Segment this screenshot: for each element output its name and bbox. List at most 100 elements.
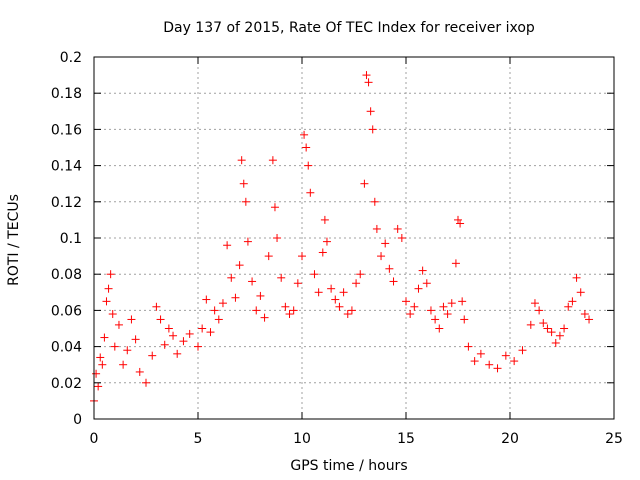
data-point <box>318 248 327 257</box>
data-point <box>510 357 519 366</box>
data-point <box>156 315 165 324</box>
data-point <box>223 241 232 250</box>
data-point <box>300 130 309 139</box>
data-point <box>485 360 494 369</box>
data-point <box>551 338 560 347</box>
data-point <box>264 252 273 261</box>
data-point <box>370 197 379 206</box>
data-point <box>310 270 319 279</box>
data-point <box>364 78 373 87</box>
data-point <box>539 319 548 328</box>
data-point <box>119 360 128 369</box>
x-tick-label: 10 <box>293 431 311 447</box>
data-point <box>102 297 111 306</box>
data-point <box>243 237 252 246</box>
data-point <box>110 342 119 351</box>
data-point <box>439 302 448 311</box>
x-tick-label: 20 <box>501 431 519 447</box>
data-point <box>92 369 101 378</box>
data-point <box>397 234 406 242</box>
y-tick-label: 0.1 <box>60 231 82 247</box>
data-point <box>214 315 223 324</box>
data-point <box>385 264 394 273</box>
data-point <box>327 284 336 293</box>
data-point <box>454 215 462 224</box>
data-point <box>173 349 182 358</box>
data-point <box>547 328 556 337</box>
y-axis-label: ROTI / TECUs <box>6 194 22 286</box>
data-point <box>237 156 246 165</box>
data-point <box>414 284 423 293</box>
x-tick-label: 0 <box>90 431 99 447</box>
data-point <box>256 291 265 300</box>
x-axis-label: GPS time / hours <box>290 458 407 474</box>
data-point <box>304 161 313 170</box>
data-point <box>339 288 348 297</box>
data-point <box>393 224 402 233</box>
data-point <box>169 331 178 340</box>
data-point <box>458 297 467 306</box>
data-point <box>580 310 589 319</box>
data-point <box>368 125 377 134</box>
data-point <box>426 306 435 315</box>
grid <box>94 57 614 419</box>
data-point <box>451 259 460 268</box>
data-point <box>585 315 594 324</box>
data-point <box>241 197 250 206</box>
axis-ticks <box>93 56 615 420</box>
data-point <box>96 353 105 362</box>
data-point <box>362 71 371 80</box>
data-point <box>320 215 329 224</box>
data-point <box>460 315 469 324</box>
data-point <box>268 156 277 165</box>
data-point <box>443 310 452 319</box>
data-point <box>381 239 390 248</box>
data-point <box>572 273 581 282</box>
data-point <box>422 279 431 288</box>
data-point <box>160 340 169 349</box>
data-point <box>535 306 544 315</box>
data-point <box>555 331 564 340</box>
data-point <box>389 277 398 286</box>
data-point <box>202 295 211 304</box>
y-tick-label: 0.16 <box>51 122 82 138</box>
data-point <box>402 297 410 306</box>
data-point <box>142 378 150 387</box>
data-point <box>406 310 415 319</box>
data-point <box>194 342 202 351</box>
data-point <box>270 203 279 212</box>
data-point <box>94 382 103 391</box>
data-point <box>252 306 261 315</box>
data-point <box>260 313 269 322</box>
y-tick-labels: 0 0.02 0.04 0.06 0.08 0.1 0.12 0.14 0.16 0.18 0.2 <box>51 50 82 428</box>
data-point <box>526 320 535 329</box>
data-point <box>231 293 240 302</box>
data-point <box>543 324 552 333</box>
y-tick-label: 0.06 <box>51 303 82 319</box>
data-point <box>185 329 194 338</box>
data-point <box>277 273 286 282</box>
data-point <box>564 302 573 311</box>
data-point <box>322 237 331 246</box>
x-tick-label: 25 <box>605 431 623 447</box>
data-point <box>302 143 311 152</box>
data-point <box>218 299 227 308</box>
x-tick-label: 5 <box>194 431 203 447</box>
data-point <box>331 295 340 304</box>
data-point <box>285 310 294 319</box>
data-point <box>530 299 539 308</box>
data-point <box>131 335 140 344</box>
data-point <box>104 284 113 293</box>
data-point <box>198 324 207 333</box>
data-point <box>431 315 440 324</box>
data-point <box>235 261 244 270</box>
data-point <box>435 324 444 333</box>
data-point <box>347 306 356 315</box>
y-tick-label: 0.2 <box>60 50 82 66</box>
data-point <box>456 219 465 228</box>
data-point <box>418 266 427 275</box>
data-point <box>108 310 117 319</box>
data-point <box>114 320 123 329</box>
data-point <box>352 279 361 288</box>
